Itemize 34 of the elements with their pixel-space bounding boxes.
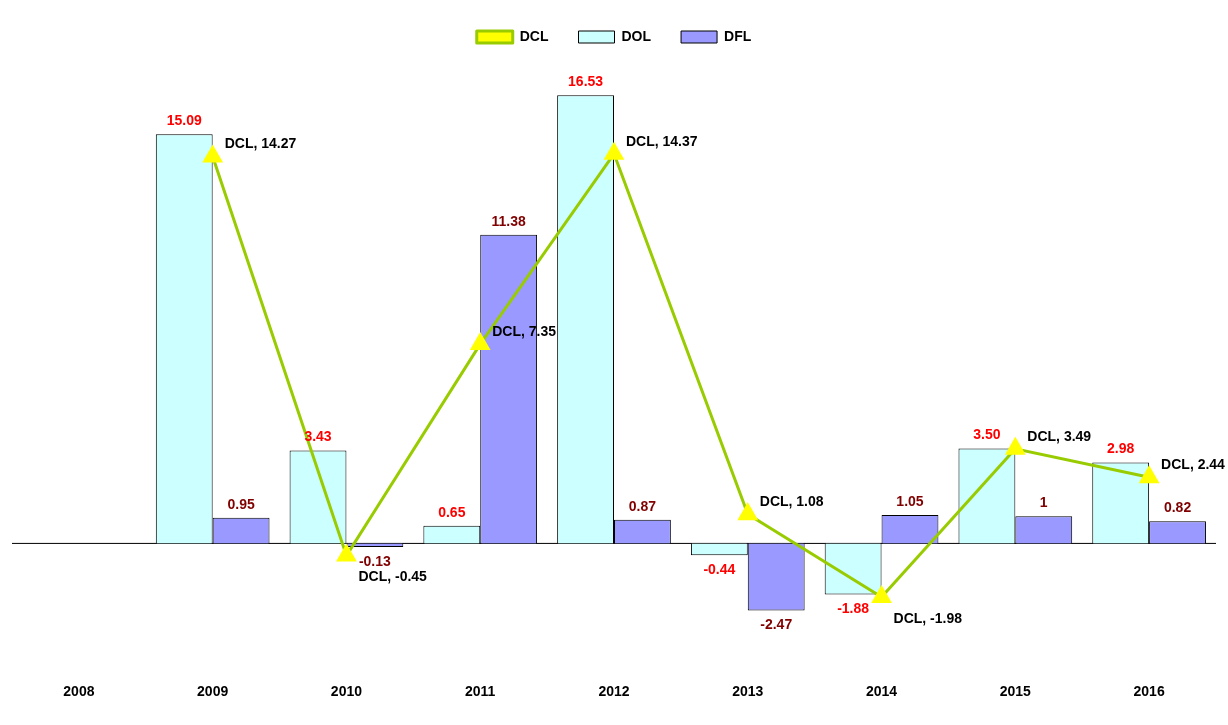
- data-label: DCL, -0.45: [358, 568, 428, 585]
- x-tick-label: 2012: [598, 683, 630, 700]
- data-label: 0.95: [227, 495, 255, 512]
- x-tick-label: 2016: [1133, 683, 1165, 700]
- data-label: 11.38: [491, 212, 526, 229]
- data-label: -1.88: [837, 600, 870, 617]
- data-label: 1: [1039, 494, 1048, 511]
- legend-label: DFL: [724, 27, 752, 44]
- x-tick-label: 2009: [197, 683, 229, 700]
- data-label: DCL, 3.49: [1027, 427, 1092, 444]
- data-label: 0.82: [1163, 499, 1192, 516]
- data-label: 0.87: [628, 497, 657, 514]
- x-tick-label: 2014: [865, 683, 898, 700]
- data-label: -2.47: [760, 616, 793, 633]
- data-label: DCL, 14.27: [224, 135, 297, 152]
- data-label: 2.98: [1107, 440, 1135, 457]
- data-label: 1.05: [896, 492, 924, 509]
- x-tick-label: 2011: [465, 683, 496, 700]
- x-tick-label: 2008: [63, 683, 95, 700]
- data-label: -0.13: [358, 552, 392, 569]
- x-tick-label: 2013: [732, 683, 764, 700]
- data-label: 15.09: [166, 112, 202, 129]
- data-label: 0.65: [438, 503, 466, 520]
- legend-label: DCL: [519, 27, 549, 44]
- data-label: DCL, 1.08: [759, 492, 824, 509]
- x-tick-label: 2010: [330, 683, 363, 700]
- data-label: -0.44: [703, 561, 736, 578]
- x-tick-label: 2015: [999, 683, 1032, 700]
- data-label: DCL, 2.44: [1161, 456, 1226, 473]
- data-label: DCL, 14.37: [626, 132, 698, 149]
- legend-label: DOL: [621, 27, 652, 44]
- data-label: 16.53: [568, 73, 604, 90]
- data-label: 3.50: [973, 426, 1001, 443]
- data-label: DCL, -1.98: [893, 609, 963, 626]
